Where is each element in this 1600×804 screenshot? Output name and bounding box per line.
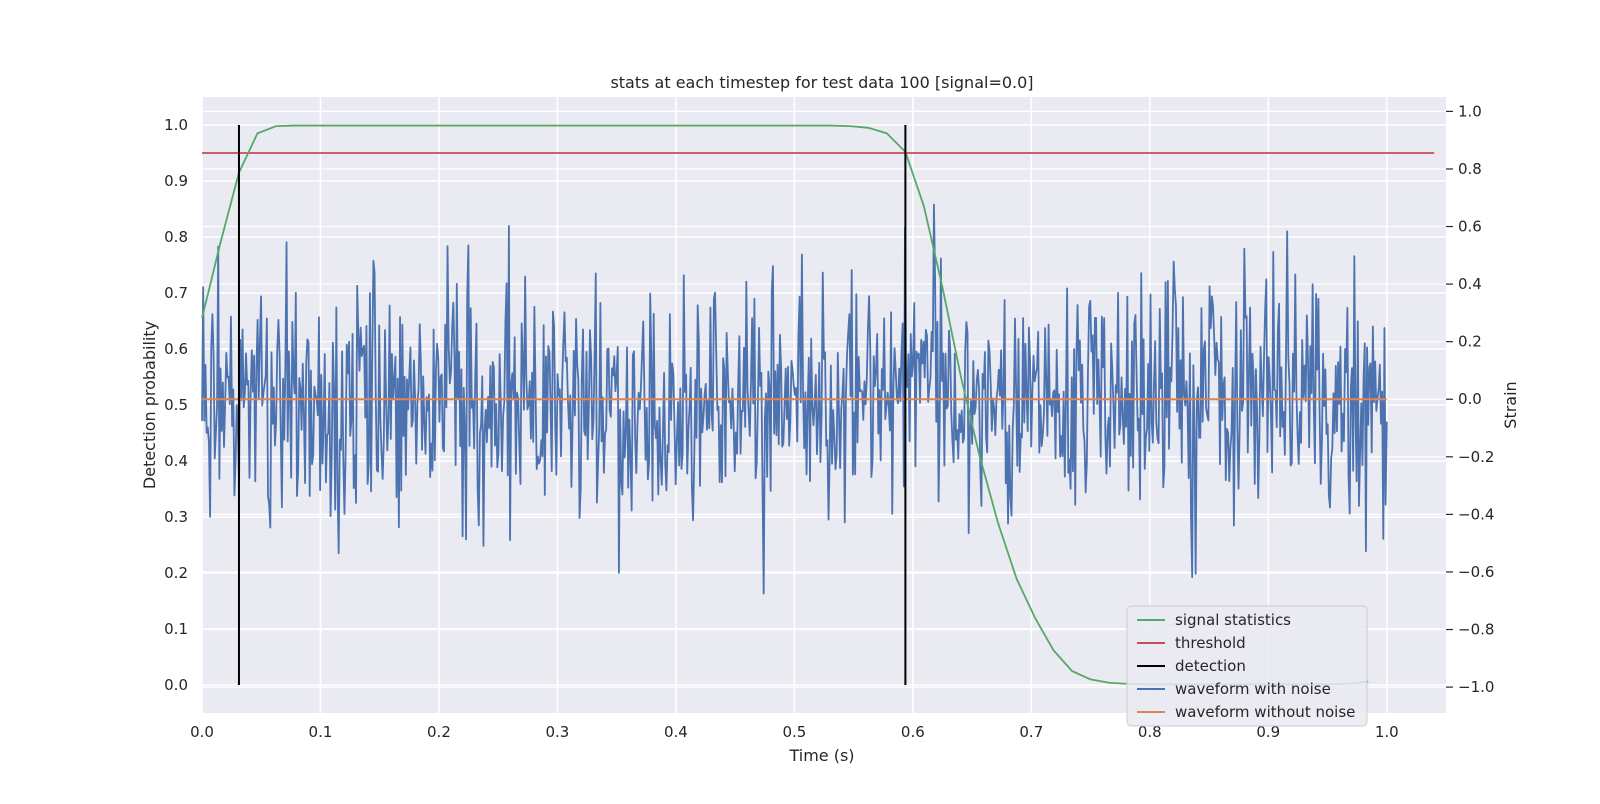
x-tick-label: 0.3 bbox=[545, 723, 569, 741]
y-axis-title: Detection probability bbox=[140, 321, 159, 489]
legend-box bbox=[1126, 605, 1368, 727]
x-tick-label: 0.8 bbox=[1138, 723, 1162, 741]
axis-ticks: 0.0 0.1 0.2 0.3 0.4 0.5 0.6 0.7 0.8 0.9 1.0 0.0 0.1 0… bbox=[164, 102, 1494, 741]
legend-label: signal statistics bbox=[1175, 611, 1291, 629]
y2-tick-label: −0.6 bbox=[1458, 563, 1494, 581]
x-axis-title: Time (s) bbox=[788, 746, 854, 765]
y2-tick-label: −0.8 bbox=[1458, 621, 1494, 639]
x-tick-label: 1.0 bbox=[1375, 723, 1399, 741]
legend: signal statistics threshold detection wavef… bbox=[1126, 605, 1368, 727]
y-tick-label: 0.7 bbox=[164, 284, 188, 302]
y2-tick-label: 0.0 bbox=[1458, 390, 1482, 408]
y2-tick-label: 0.4 bbox=[1458, 275, 1482, 293]
x-tick-label: 0.7 bbox=[1019, 723, 1043, 741]
x-tick-label: 0.4 bbox=[664, 723, 688, 741]
y-tick-label: 0.8 bbox=[164, 228, 188, 246]
chart-title: stats at each timestep for test data 100… bbox=[610, 73, 1033, 92]
x-tick-label: 0.1 bbox=[309, 723, 333, 741]
waveform-with-noise-line bbox=[201, 203, 1388, 595]
y2-tick-label: −1.0 bbox=[1458, 678, 1494, 696]
y-tick-label: 0.0 bbox=[164, 676, 188, 694]
y2-tick-label: 1.0 bbox=[1458, 102, 1482, 120]
legend-label: waveform with noise bbox=[1175, 680, 1331, 698]
y-tick-label: 0.6 bbox=[164, 340, 188, 358]
y-tick-label: 0.4 bbox=[164, 452, 188, 470]
x-tick-label: 0.0 bbox=[190, 723, 214, 741]
legend-label: threshold bbox=[1175, 634, 1246, 652]
legend-label: waveform without noise bbox=[1175, 703, 1355, 721]
y2-tick-label: −0.4 bbox=[1458, 505, 1494, 523]
legend-label: detection bbox=[1175, 657, 1246, 675]
y2-axis-title: Strain bbox=[1501, 381, 1520, 428]
x-tick-label: 0.2 bbox=[427, 723, 451, 741]
y2-tick-label: 0.2 bbox=[1458, 333, 1482, 351]
y-tick-label: 1.0 bbox=[164, 116, 188, 134]
y-tick-label: 0.9 bbox=[164, 172, 188, 190]
x-tick-label: 0.6 bbox=[901, 723, 925, 741]
y-tick-label: 0.2 bbox=[164, 564, 188, 582]
x-tick-label: 0.5 bbox=[782, 723, 806, 741]
y2-tick-label: 0.8 bbox=[1458, 160, 1482, 178]
x-tick-label: 0.9 bbox=[1256, 723, 1280, 741]
y-tick-label: 0.1 bbox=[164, 620, 188, 638]
y-tick-label: 0.3 bbox=[164, 508, 188, 526]
y2-tick-label: 0.6 bbox=[1458, 218, 1482, 236]
y2-tick-label: −0.2 bbox=[1458, 448, 1494, 466]
y-tick-label: 0.5 bbox=[164, 396, 188, 414]
